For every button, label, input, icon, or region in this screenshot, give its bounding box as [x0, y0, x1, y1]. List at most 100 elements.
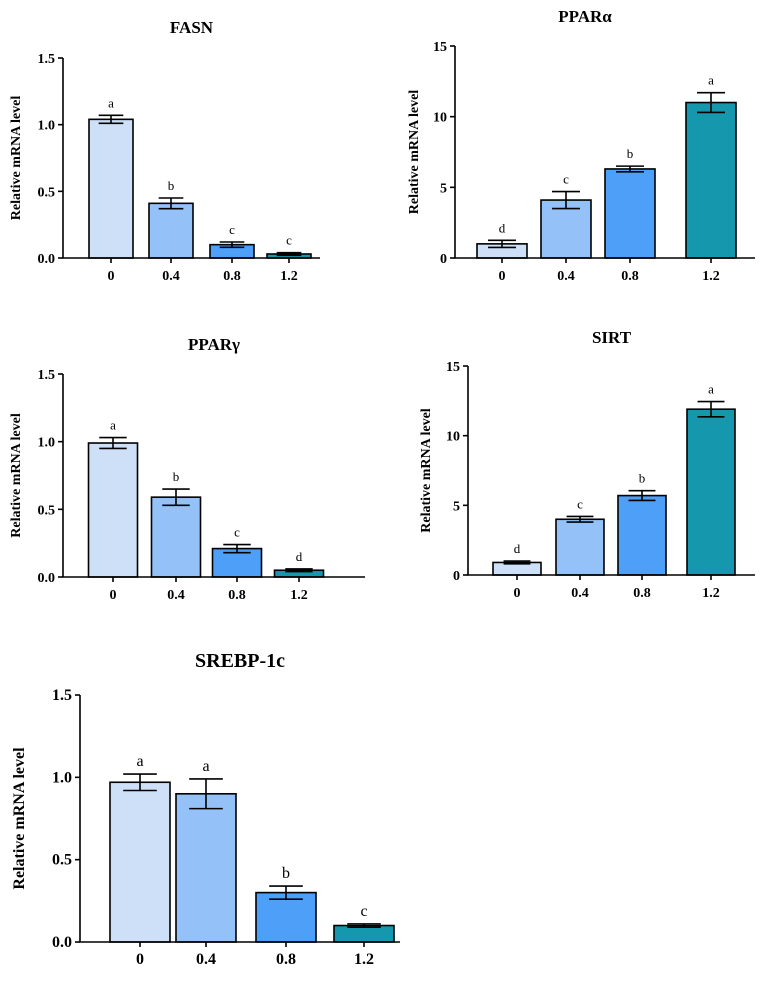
error-bar — [285, 568, 313, 573]
chart-pparg: PPARγ Relative mRNA level a 0 b 0.4 c 0.8 d 1.2 0.… — [9, 335, 365, 603]
bar-0 — [88, 118, 134, 259]
y-tick-label: 0 — [453, 569, 460, 584]
x-tick-label: 1.2 — [280, 269, 298, 284]
significance-letter: d — [296, 549, 303, 564]
chart-title: FASN — [170, 18, 214, 37]
bar-0 — [109, 781, 171, 943]
error-bar — [552, 190, 580, 210]
x-tick-label: 0 — [108, 269, 115, 284]
x-tick-label: 0.8 — [621, 269, 639, 284]
bar-0.4 — [150, 496, 202, 578]
x-tick-label: 0.8 — [633, 586, 651, 601]
chart-title: PPARα — [558, 7, 612, 26]
x-tick-label: 0 — [499, 269, 506, 284]
bar-0.8 — [255, 891, 317, 943]
y-axis-label: Relative mRNA level — [419, 408, 434, 533]
x-tick-label: 0.4 — [167, 588, 185, 603]
x-tick-label: 0.8 — [276, 951, 296, 968]
chart-ppara: PPARα Relative mRNA level d 0 c 0.4 b 0.8 a 1.2 0 5… — [407, 7, 755, 284]
x-tick-label: 0.4 — [196, 951, 216, 968]
y-tick-label: 5 — [440, 181, 447, 196]
chart-title: SIRT — [592, 328, 632, 347]
x-tick-label: 1.2 — [702, 586, 720, 601]
y-axis-label: Relative mRNA level — [407, 90, 422, 215]
x-tick-label: 1.2 — [702, 269, 720, 284]
x-tick-label: 0.4 — [557, 269, 575, 284]
y-tick-label: 0.0 — [52, 934, 72, 951]
y-axis-label: Relative mRNA level — [11, 747, 28, 890]
chart-title: SREBP-1c — [195, 650, 285, 672]
bar-1.2 — [686, 408, 736, 576]
error-bar — [189, 778, 223, 810]
x-tick-label: 0.8 — [223, 269, 241, 284]
error-bar — [219, 241, 245, 249]
significance-letter: c — [360, 903, 367, 920]
significance-letter: a — [108, 95, 114, 110]
y-tick-label: 0.5 — [52, 852, 72, 869]
chart-fasn: FASN Relative mRNA level a 0 b 0.4 c 0.8 c 1.2 0.0… — [9, 18, 320, 284]
significance-letter: b — [282, 865, 290, 882]
y-tick-label: 1.0 — [38, 436, 56, 451]
error-bar — [488, 239, 516, 249]
bar-0.4 — [148, 202, 194, 259]
chart-title: PPARγ — [188, 335, 240, 354]
significance-letter: a — [202, 758, 209, 775]
y-tick-label: 0.5 — [38, 503, 56, 518]
significance-letter: c — [286, 233, 292, 248]
y-tick-label: 1.5 — [38, 368, 56, 383]
y-tick-label: 15 — [433, 40, 447, 55]
y-tick-label: 0.0 — [38, 252, 56, 267]
y-tick-label: 0 — [440, 252, 447, 267]
y-tick-label: 10 — [446, 430, 460, 445]
significance-letter: b — [168, 178, 175, 193]
error-bar — [566, 515, 594, 523]
significance-letter: c — [563, 172, 569, 187]
bar-0.4 — [175, 792, 237, 943]
error-bar — [347, 923, 381, 928]
x-tick-label: 0.4 — [571, 586, 589, 601]
error-bar — [98, 114, 124, 125]
error-bar — [276, 251, 302, 257]
significance-letter: b — [627, 146, 634, 161]
bar-0.4 — [555, 518, 605, 576]
error-bar — [162, 488, 190, 507]
y-tick-label: 15 — [446, 360, 460, 375]
significance-letter: a — [708, 382, 714, 397]
significance-letter: a — [110, 418, 116, 433]
y-tick-label: 0.0 — [38, 571, 56, 586]
error-bar — [123, 773, 157, 792]
chart-sirt: SIRT Relative mRNA level d 0 c 0.4 b 0.8 a 1.2 0 5 1… — [419, 328, 755, 601]
significance-letter: c — [234, 525, 240, 540]
y-axis-label: Relative mRNA level — [9, 413, 24, 538]
error-bar — [99, 436, 127, 450]
y-tick-label: 1.0 — [52, 769, 72, 786]
y-tick-label: 1.0 — [38, 119, 56, 134]
chart-srebp-1c: SREBP-1c Relative mRNA level a 0 a 0.4 b 0.8 c 1.… — [11, 650, 400, 968]
x-tick-label: 0 — [514, 586, 521, 601]
error-bar — [269, 885, 303, 900]
error-bar — [223, 543, 251, 554]
bar-1.2 — [685, 101, 737, 259]
significance-letter: d — [499, 220, 506, 235]
bar-0.8 — [604, 168, 656, 259]
x-tick-label: 1.2 — [354, 951, 374, 968]
y-axis-label: Relative mRNA level — [9, 96, 24, 221]
error-bar — [697, 91, 725, 114]
x-tick-label: 0 — [136, 951, 144, 968]
y-tick-label: 10 — [433, 111, 447, 126]
bar-1.2 — [333, 924, 395, 943]
significance-letter: b — [173, 469, 180, 484]
bar-0.8 — [617, 494, 667, 576]
significance-letter: c — [229, 222, 235, 237]
y-tick-label: 1.5 — [38, 52, 56, 67]
x-tick-label: 1.2 — [290, 588, 308, 603]
y-tick-label: 5 — [453, 499, 460, 514]
significance-letter: d — [514, 541, 521, 556]
x-tick-label: 0.8 — [228, 588, 246, 603]
significance-letter: b — [639, 471, 646, 486]
bar-0.4 — [540, 199, 592, 259]
significance-letter: a — [136, 753, 143, 770]
error-bar — [697, 400, 725, 418]
bar-0 — [87, 442, 139, 578]
